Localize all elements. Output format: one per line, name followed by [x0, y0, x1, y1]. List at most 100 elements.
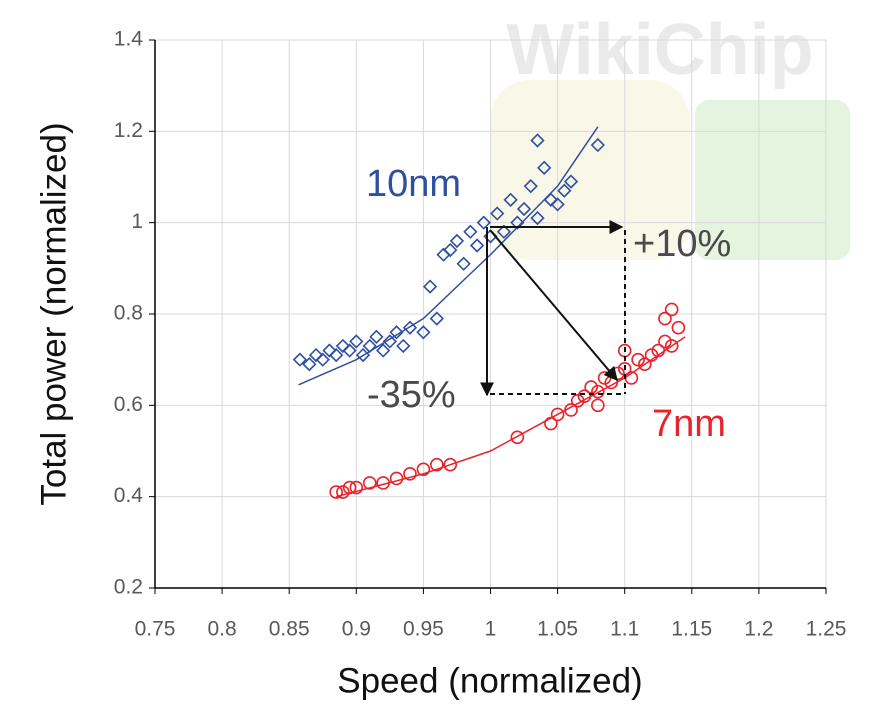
point: [570, 393, 585, 408]
point: [315, 352, 330, 367]
point: [362, 476, 377, 490]
trendline: [298, 126, 599, 386]
watermark-shape: [695, 100, 850, 260]
point: [422, 279, 438, 294]
point: [355, 347, 371, 363]
y-tick-label: 0.4: [114, 484, 144, 507]
point: [550, 197, 565, 212]
point: [664, 339, 679, 353]
point: [308, 347, 324, 363]
arrows: [480, 220, 626, 397]
point: [523, 179, 538, 194]
point: [443, 457, 458, 472]
point: [396, 338, 411, 354]
point: [557, 183, 572, 198]
y-tick-label: 0.8: [114, 302, 143, 325]
y-tick-label: 1.4: [114, 28, 144, 51]
point: [389, 471, 404, 486]
point: [369, 329, 384, 344]
point: [490, 206, 505, 221]
point: [342, 343, 357, 358]
point: [496, 224, 512, 239]
x-tick-label: 1.15: [671, 618, 712, 641]
annotation: -35%: [367, 374, 456, 416]
point: [631, 352, 645, 367]
annotation: +10%: [633, 223, 731, 265]
point: [449, 233, 465, 249]
point: [416, 462, 431, 477]
point: [664, 302, 679, 317]
point: [516, 201, 532, 217]
y-tick-label: 0.6: [114, 393, 143, 416]
point: [638, 357, 652, 372]
point: [476, 215, 491, 230]
point: [335, 338, 351, 354]
point: [591, 398, 605, 413]
point: [402, 320, 418, 335]
point: [644, 348, 659, 362]
point: [362, 338, 377, 354]
point: [510, 430, 525, 445]
legend-label: 7nm: [652, 403, 726, 445]
watermark: WikiChip: [506, 10, 813, 90]
point: [543, 192, 559, 207]
point: [456, 256, 471, 271]
point: [349, 480, 364, 495]
point: [443, 242, 458, 258]
point: [403, 467, 417, 481]
point: [591, 384, 605, 399]
point: [389, 325, 404, 340]
point: [577, 389, 592, 404]
point: [329, 347, 344, 363]
point: [530, 133, 545, 148]
y-axis-title: Total power (normalized): [34, 122, 73, 505]
x-tick-label: 1: [485, 618, 497, 641]
point: [564, 403, 578, 417]
point: [322, 343, 337, 358]
point: [590, 137, 605, 153]
x-tick-label: 1.25: [806, 618, 847, 641]
point: [382, 334, 397, 349]
point: [416, 325, 431, 340]
x-tick-label: 0.8: [207, 618, 236, 641]
point: [349, 334, 364, 349]
point: [376, 476, 390, 490]
point: [510, 215, 525, 230]
x-tick-label: 1.1: [610, 618, 639, 641]
x-axis-title: Speed (normalized): [337, 661, 642, 700]
point: [563, 174, 579, 189]
point: [336, 485, 350, 499]
point: [658, 311, 672, 326]
x-tick-label: 0.75: [135, 618, 176, 641]
point: [329, 485, 343, 499]
point: [469, 238, 485, 253]
points: [292, 133, 686, 499]
point: [429, 311, 444, 326]
point: [537, 160, 552, 175]
point: [658, 334, 672, 349]
point: [671, 320, 686, 335]
x-tick-label: 1.05: [537, 618, 578, 641]
legend-label: 10nm: [366, 163, 461, 205]
point: [651, 343, 666, 358]
x-tick-label: 0.85: [269, 618, 310, 641]
y-tick-label: 0.2: [114, 576, 143, 599]
x-tick-label: 0.95: [403, 618, 444, 641]
point: [503, 192, 518, 207]
point: [530, 210, 545, 226]
y-tick-label: 1: [131, 210, 143, 233]
point: [376, 343, 391, 358]
trendline: [335, 336, 686, 498]
point: [463, 224, 478, 239]
point: [544, 416, 558, 431]
x-tick-label: 0.9: [342, 618, 371, 641]
point: [302, 357, 317, 372]
point: [342, 480, 357, 495]
point: [550, 407, 565, 422]
point: [430, 457, 444, 472]
point: [292, 352, 308, 367]
x-tick-label: 1.2: [744, 618, 773, 641]
y-tick-label: 1.2: [114, 119, 143, 142]
trendlines: [298, 126, 686, 498]
